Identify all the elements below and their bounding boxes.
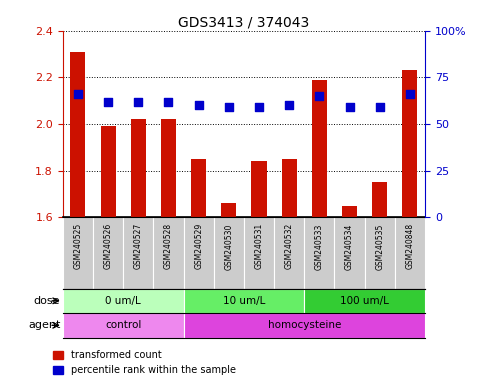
Bar [184,289,304,313]
Bar [282,159,297,217]
Bar [402,70,417,217]
Bar [161,119,176,217]
Text: 100 um/L: 100 um/L [340,296,389,306]
Point [315,93,323,99]
Point [255,104,263,110]
Bar [191,159,206,217]
Point [225,104,233,110]
Text: GSM240848: GSM240848 [405,223,414,269]
Title: GDS3413 / 374043: GDS3413 / 374043 [178,16,310,30]
Text: GSM240526: GSM240526 [103,223,113,270]
Bar [154,217,184,289]
Text: agent: agent [28,320,60,330]
Point [74,91,82,97]
Text: homocysteine: homocysteine [268,320,341,330]
Point [376,104,384,110]
Text: control: control [105,320,142,330]
Bar [252,161,267,217]
Point [195,103,202,109]
Bar [184,313,425,338]
Bar [100,126,115,217]
Point [285,103,293,109]
Bar [63,217,93,289]
Text: dose: dose [34,296,60,306]
Bar [213,217,244,289]
Bar [244,217,274,289]
Bar [63,289,184,313]
Bar [71,52,85,217]
Bar [221,204,236,217]
Point [104,99,112,105]
Bar [63,313,184,338]
Bar [342,206,357,217]
Bar [365,217,395,289]
Text: 0 um/L: 0 um/L [105,296,141,306]
Bar [304,217,334,289]
Bar [312,80,327,217]
Point [134,99,142,105]
Bar [131,119,146,217]
Bar [123,217,154,289]
Point [165,99,172,105]
Bar [93,217,123,289]
Text: GSM240529: GSM240529 [194,223,203,270]
Bar [304,289,425,313]
Bar [184,217,213,289]
Text: GSM240530: GSM240530 [224,223,233,270]
Text: GSM240533: GSM240533 [315,223,324,270]
Text: GSM240531: GSM240531 [255,223,264,270]
Text: GSM240532: GSM240532 [284,223,294,270]
Bar [274,217,304,289]
Text: GSM240525: GSM240525 [73,223,83,270]
Text: GSM240535: GSM240535 [375,223,384,270]
Text: GSM240534: GSM240534 [345,223,354,270]
Text: GSM240528: GSM240528 [164,223,173,269]
Point [406,91,414,97]
Text: GSM240527: GSM240527 [134,223,143,270]
Bar [372,182,387,217]
Bar [395,217,425,289]
Text: 10 um/L: 10 um/L [223,296,265,306]
Point [346,104,354,110]
Bar [334,217,365,289]
Legend: transformed count, percentile rank within the sample: transformed count, percentile rank withi… [53,351,236,375]
